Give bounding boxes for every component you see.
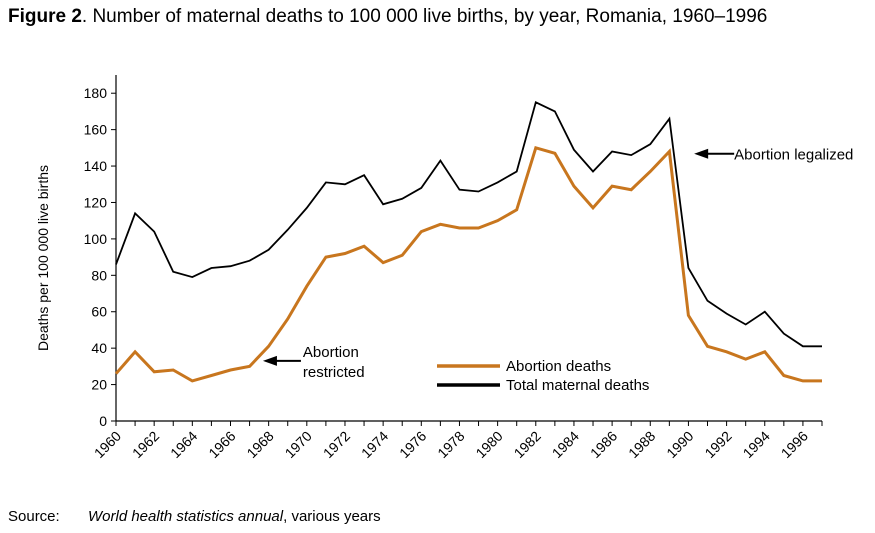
x-tick-label: 1960 <box>91 428 124 461</box>
source-publication: World health statistics annual <box>88 508 284 525</box>
y-tick-label: 100 <box>84 231 108 247</box>
y-tick-label: 60 <box>91 304 107 320</box>
y-tick-label: 0 <box>99 413 107 429</box>
abortion-deaths-line <box>114 145 822 383</box>
chart-annotations: Abortion restricted Abortion legalized <box>262 146 853 381</box>
arrow-abortion-restricted-head <box>262 355 277 366</box>
figure-label: Figure 2 <box>8 6 82 27</box>
annotation-abortion-restricted: Abortion <box>303 344 359 361</box>
chart-ticks: 0 20 40 60 80 100 120 140 160 180 1960 1962 1964 1966… <box>84 85 823 461</box>
y-tick-label: 140 <box>84 158 108 174</box>
x-tick-label: 1970 <box>282 428 315 461</box>
x-tick-label: 1964 <box>167 428 200 461</box>
y-tick-label: 80 <box>91 267 107 283</box>
annotation-abortion-legalized: Abortion legalized <box>734 146 853 163</box>
x-tick-label: 1982 <box>511 428 544 461</box>
y-axis-label: Deaths per 100 000 live births <box>35 165 51 351</box>
x-tick-label: 1962 <box>129 428 162 461</box>
source-note: Source: World health statistics annual, … <box>8 508 381 525</box>
x-tick-label: 1976 <box>396 428 429 461</box>
figure-title: Figure 2. Number of maternal deaths to 1… <box>8 6 767 28</box>
x-tick-label: 1968 <box>243 428 276 461</box>
y-tick-label: 120 <box>84 194 108 210</box>
y-tick-label: 20 <box>91 377 107 393</box>
x-tick-label: 1966 <box>205 428 238 461</box>
y-tick-label: 160 <box>84 122 108 138</box>
x-tick-label: 1984 <box>549 428 582 461</box>
x-tick-label: 1992 <box>701 428 734 461</box>
legend-label: Total maternal deaths <box>506 377 649 394</box>
y-tick-label: 180 <box>84 85 108 101</box>
figure-title-text: . Number of maternal deaths to 100 000 l… <box>81 6 768 27</box>
x-tick-label: 1972 <box>320 428 353 461</box>
x-tick-label: 1990 <box>663 428 696 461</box>
annotation-abortion-restricted: restricted <box>303 364 365 381</box>
legend-label: Abortion deaths <box>506 358 611 375</box>
maternal-deaths-chart: Deaths per 100 000 live births 0 20 40 60 80… <box>35 75 853 461</box>
x-tick-label: 1988 <box>625 428 658 461</box>
total-maternal-deaths-line <box>115 101 822 348</box>
x-tick-label: 1986 <box>587 428 620 461</box>
x-tick-label: 1996 <box>778 428 811 461</box>
x-tick-label: 1978 <box>434 428 467 461</box>
source-suffix: , various years <box>283 508 381 525</box>
source-label: Source: <box>8 508 60 525</box>
chart-series <box>114 101 822 383</box>
y-tick-label: 40 <box>91 340 107 356</box>
x-tick-label: 1994 <box>740 428 773 461</box>
arrow-abortion-legalized-head <box>694 148 709 159</box>
x-tick-label: 1974 <box>358 428 391 461</box>
x-tick-label: 1980 <box>472 428 505 461</box>
source-text: World health statistics annual, various … <box>88 508 381 525</box>
chart-axes: Deaths per 100 000 live births <box>35 75 822 422</box>
chart-legend: Abortion deaths Total maternal deaths <box>437 358 649 394</box>
